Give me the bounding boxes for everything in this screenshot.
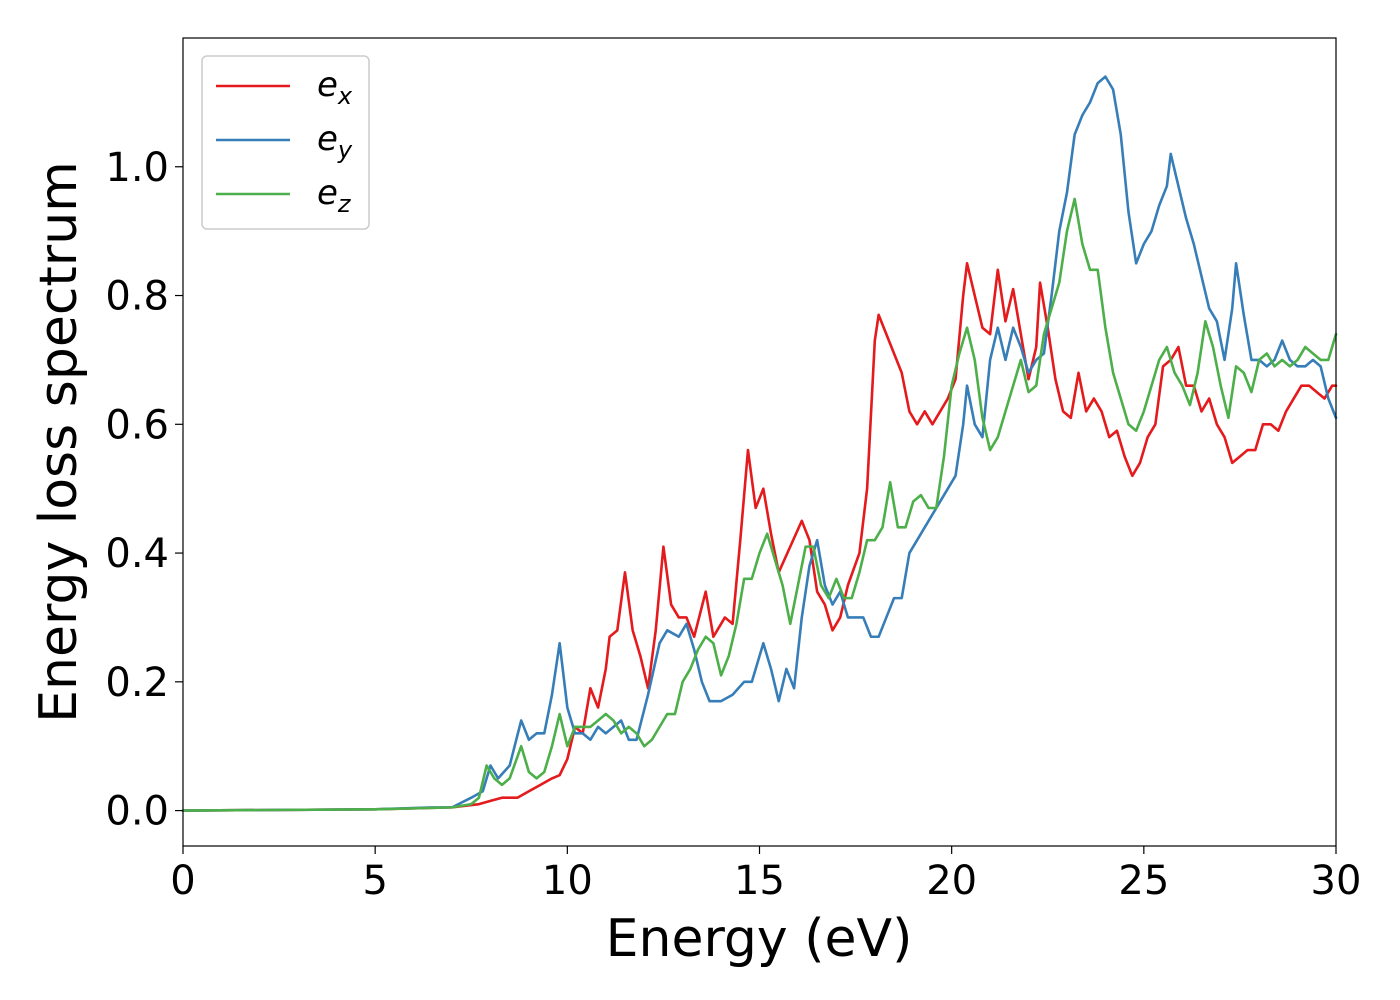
series-line-e-y bbox=[181, 75, 1338, 812]
y-tick-label: 0.2 bbox=[105, 660, 169, 706]
y-tick-label: 0.0 bbox=[105, 789, 169, 835]
x-tick-label: 25 bbox=[1118, 858, 1169, 904]
x-tick-label: 5 bbox=[362, 858, 387, 904]
y-axis-ticks: 0.0 0.2 0.4 0.6 0.8 1.0 bbox=[105, 145, 183, 835]
series-line-e-z bbox=[181, 197, 1338, 812]
legend-label-e-x: ex bbox=[317, 65, 353, 110]
legend-label-e-z: ez bbox=[317, 173, 352, 218]
legend-label-e-y: ey bbox=[317, 119, 353, 164]
y-axis-label: Energy loss spectrum bbox=[29, 161, 89, 723]
y-tick-label: 0.4 bbox=[105, 531, 169, 577]
x-tick-label: 20 bbox=[926, 858, 977, 904]
x-tick-label: 15 bbox=[734, 858, 785, 904]
legend-box bbox=[201, 55, 370, 230]
x-tick-label: 30 bbox=[1311, 858, 1362, 904]
series-layer bbox=[181, 75, 1338, 812]
y-tick-label: 0.8 bbox=[105, 274, 169, 320]
x-axis-ticks: 0 5 10 15 20 25 30 bbox=[170, 846, 1361, 904]
y-tick-label: 0.6 bbox=[105, 402, 169, 448]
y-tick-label: 1.0 bbox=[105, 145, 169, 191]
x-axis-label: Energy (eV) bbox=[606, 909, 913, 969]
plot-background bbox=[183, 38, 1336, 846]
legend: ex ey ez bbox=[201, 55, 370, 230]
x-tick-label: 0 bbox=[170, 858, 195, 904]
series-line-e-x bbox=[181, 262, 1338, 812]
x-tick-label: 10 bbox=[542, 858, 593, 904]
